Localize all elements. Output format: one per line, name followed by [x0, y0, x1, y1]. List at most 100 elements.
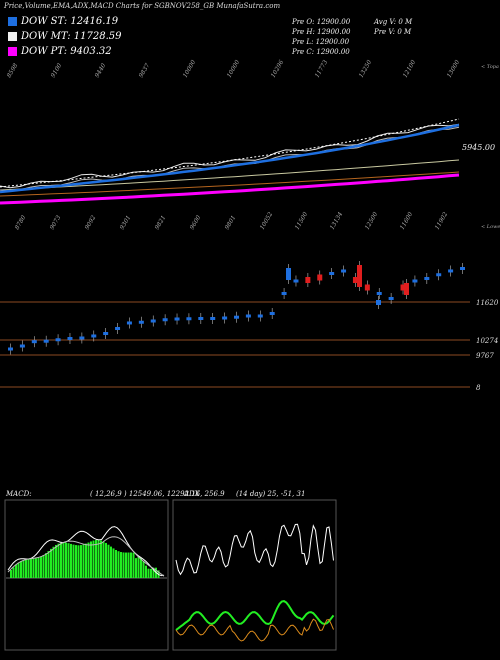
legend-dow-pt: DOW PT: 9403.32: [8, 46, 112, 57]
mid-tick-label: 11500: [294, 211, 310, 231]
macd-signal-line: [7, 536, 165, 577]
candle-body: [404, 283, 409, 295]
top-tick-label: 9100: [50, 62, 64, 79]
macd-histogram-bar: [37, 557, 40, 578]
top-tick-label: 9440: [94, 62, 108, 79]
support-level-label: 11620: [476, 299, 499, 307]
ohlc-avg-volume: Avg V: 0 M: [374, 18, 413, 26]
legend-dow-st: DOW ST: 12416.19: [8, 16, 118, 27]
macd-histogram-bar: [115, 549, 117, 578]
mid-tick-label: 9073: [49, 214, 63, 231]
candle-body: [55, 338, 61, 342]
macd-histogram-bar: [30, 558, 32, 578]
minus-di-line: [175, 618, 334, 642]
adx-panel: [172, 499, 337, 651]
mid-tick-label: 12500: [364, 211, 380, 231]
ohlc-close: Pre C: 12900.00: [292, 48, 350, 56]
macd-histogram-bar: [12, 567, 15, 578]
candle-body: [150, 319, 156, 323]
macd-histogram-bar: [150, 568, 152, 578]
candle-body: [424, 277, 430, 280]
macd-histogram-bar: [145, 565, 147, 578]
macd-histogram-bar: [90, 541, 92, 578]
mid-tick-label: 11902: [434, 211, 450, 231]
mid-tick-label: 8780: [14, 214, 28, 231]
ema-price-label: 5945.00: [462, 143, 495, 152]
macd-histogram-bar: [32, 558, 35, 578]
candle-body: [460, 267, 465, 270]
candle-body: [174, 317, 180, 321]
legend-swatch: [8, 47, 17, 56]
macd-histogram-bar: [132, 552, 135, 578]
candle-body: [79, 336, 85, 340]
macd-histogram-bar: [100, 540, 102, 578]
top-tick-label: 10296: [270, 59, 286, 79]
macd-histogram-bar: [15, 564, 17, 578]
top-tick-label: 9837: [138, 62, 152, 79]
macd-histogram-bar: [52, 546, 55, 578]
adx-values: (14 day) 25, -51, 31: [236, 490, 306, 498]
ohlc-open: Pre O: 12900.00: [292, 18, 351, 26]
candle-body: [234, 315, 239, 319]
macd-histogram-bar: [140, 557, 142, 578]
macd-histogram-bar: [127, 552, 130, 578]
macd-histogram-bar: [47, 551, 50, 578]
macd-histogram-bar: [142, 561, 145, 578]
top-tick-label: 10000: [182, 59, 198, 79]
chart-title: Price,Volume,EMA,ADX,MACD Charts for SGB…: [4, 2, 281, 10]
macd-histogram-bar: [57, 543, 60, 578]
mid-tick-label: 9092: [84, 214, 98, 231]
mid-tick-label: 13134: [329, 211, 345, 231]
macd-histogram-bar: [85, 543, 87, 578]
ohlc-high: Pre H: 12900.00: [292, 28, 351, 36]
legend-dow-mt: DOW MT: 11728.59: [8, 31, 122, 42]
legend-label: DOW ST: 12416.19: [21, 16, 119, 27]
macd-histogram-bar: [87, 542, 90, 578]
macd-histogram-bar: [42, 555, 45, 578]
macd-label: MACD:: [6, 490, 32, 498]
candle-body: [126, 321, 132, 325]
macd-histogram-bar: [92, 540, 95, 578]
candle-body: [400, 284, 406, 291]
macd-histogram-bar: [130, 552, 132, 578]
macd-histogram-bar: [50, 548, 52, 578]
macd-histogram-bar: [117, 551, 120, 578]
candle-body: [388, 297, 394, 300]
candle-body: [352, 277, 358, 283]
candle-body: [376, 300, 381, 305]
candle-body: [19, 344, 25, 348]
candle-body: [162, 318, 168, 322]
mid-tick-label: 9301: [119, 214, 133, 231]
ema-long-line: [0, 171, 460, 197]
macd-histogram-bar: [75, 545, 77, 578]
plus-di-line: [175, 600, 335, 631]
dow-st-line: [0, 123, 460, 194]
ema-mid-line: [0, 159, 460, 191]
candle-body: [293, 279, 299, 283]
mid-tick-label: 9801: [224, 214, 238, 231]
candle-body: [269, 312, 275, 315]
candle-body: [8, 347, 13, 351]
mid-tick-label: 10052: [259, 211, 275, 231]
macd-histogram-bar: [55, 544, 57, 578]
mid-tick-label: 11600: [399, 211, 415, 231]
legend-label: DOW MT: 11728.59: [21, 31, 122, 42]
macd-histogram-bar: [10, 570, 12, 578]
top-tick-label: 12100: [402, 59, 418, 79]
macd-histogram-bar: [107, 544, 110, 578]
macd-histogram-bar: [40, 556, 42, 578]
macd-histogram-bar: [22, 560, 25, 578]
candle-body: [341, 269, 347, 273]
macd-histogram-bar: [135, 558, 137, 578]
candle-body: [103, 332, 109, 335]
macd-histogram-bar: [77, 545, 80, 578]
candle-body: [222, 316, 228, 320]
candle-body: [317, 274, 323, 281]
candle-body: [281, 292, 287, 295]
macd-histogram-bar: [137, 556, 140, 578]
macd-histogram-bar: [125, 552, 127, 578]
macd-histogram-bar: [112, 548, 115, 578]
adx-line: [175, 523, 334, 576]
legend-swatch: [8, 17, 17, 26]
candle-body: [436, 273, 442, 277]
